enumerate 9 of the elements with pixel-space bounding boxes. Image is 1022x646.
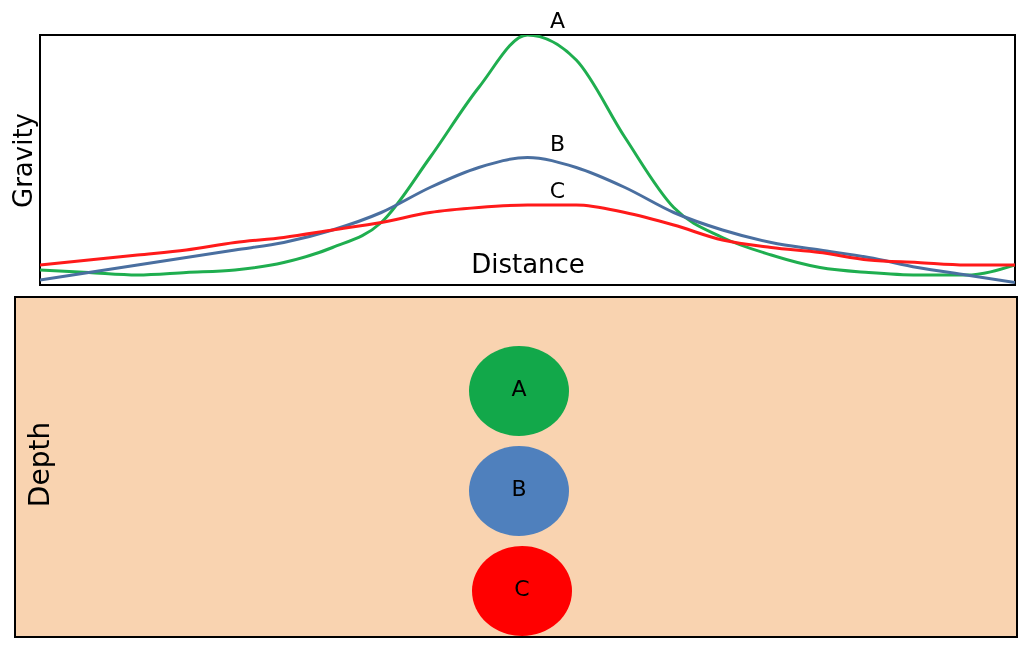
x-axis-title: Distance xyxy=(471,248,585,279)
series-label: A xyxy=(549,8,566,33)
text: A xyxy=(510,376,528,401)
text: Depth xyxy=(22,420,56,510)
series-label: C xyxy=(549,178,566,203)
text: C xyxy=(513,576,531,601)
series-label: B xyxy=(549,130,566,156)
y-axis-title: Gravity xyxy=(7,113,38,208)
text: B xyxy=(510,476,528,501)
